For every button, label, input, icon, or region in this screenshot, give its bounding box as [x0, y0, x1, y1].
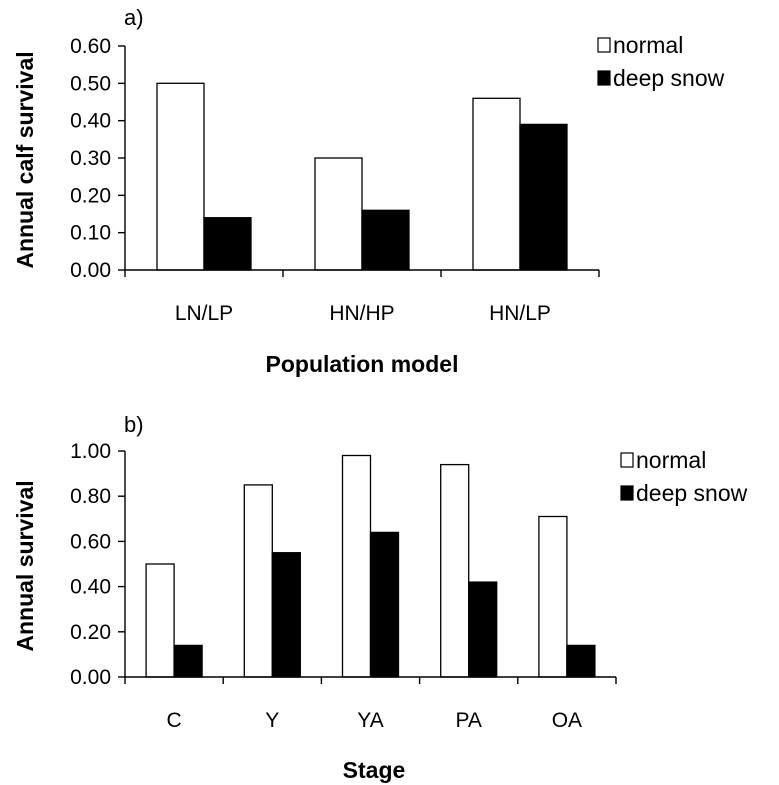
y-tick-label: 0.50: [70, 72, 111, 95]
legend-swatch-normal: [620, 452, 634, 468]
x-tick-label: HN/LP: [489, 302, 551, 325]
legend-label: normal: [613, 32, 683, 58]
y-tick-label: 0.00: [70, 666, 111, 689]
bar-deep-snow-HN-HP: [361, 209, 410, 271]
y-tick-label: 0.10: [70, 222, 111, 245]
panel-label: a): [124, 5, 144, 30]
x-tick-label: Y: [265, 709, 279, 732]
y-tick-label: 1.00: [70, 440, 111, 463]
bar-normal-HN-LP: [472, 97, 521, 271]
bar-normal-Y: [243, 484, 273, 678]
bar-normal-PA: [440, 463, 470, 678]
x-axis-title: Stage: [343, 757, 406, 783]
legend-label: deep snow: [613, 65, 725, 91]
bar-deep-snow-C: [173, 644, 203, 678]
y-tick-label: 0.80: [70, 485, 111, 508]
bar-deep-snow-PA: [468, 581, 498, 678]
bar-deep-snow-LN-LP: [203, 217, 252, 271]
y-tick-label: 0.00: [70, 259, 111, 282]
bar-normal-HN-HP: [314, 157, 363, 271]
x-tick-label: YA: [357, 709, 383, 732]
x-tick-label: PA: [455, 709, 481, 732]
bar-normal-LN-LP: [156, 82, 205, 271]
legend-label: normal: [636, 447, 706, 473]
bar-normal-OA: [538, 515, 568, 678]
y-tick-label: 0.20: [70, 621, 111, 644]
y-axis-title: Annual survival: [12, 480, 38, 651]
y-tick-label: 0.40: [70, 110, 111, 133]
y-tick-label: 0.60: [70, 530, 111, 553]
bar-deep-snow-OA: [566, 644, 596, 678]
x-tick-label: HN/HP: [329, 302, 394, 325]
x-axis-title: Population model: [266, 351, 459, 377]
x-tick-label: LN/LP: [175, 302, 233, 325]
bar-deep-snow-YA: [369, 531, 400, 678]
legend-swatch-normal: [597, 37, 611, 53]
chart-panel-a: a) Annual calf survival Population model…: [12, 5, 725, 377]
y-tick-label: 0.30: [70, 147, 111, 170]
legend-label: deep snow: [636, 480, 748, 506]
x-tick-label: OA: [552, 709, 582, 732]
bar-normal-C: [145, 563, 175, 678]
bar-normal-YA: [341, 454, 372, 678]
legend-swatch-deep-snow: [620, 485, 634, 501]
y-tick-label: 0.60: [70, 35, 111, 58]
y-axis-title: Annual calf survival: [12, 51, 38, 268]
legend-swatch-deep-snow: [597, 70, 611, 86]
panel-label: b): [124, 412, 144, 437]
y-tick-label: 0.40: [70, 576, 111, 599]
bar-deep-snow-Y: [271, 552, 301, 678]
x-tick-label: C: [167, 709, 182, 732]
chart-panel-b: b) Annual survival Stage 0.00 0.20 0.40 0.6…: [12, 412, 748, 783]
bar-deep-snow-HN-LP: [519, 123, 568, 271]
y-tick-label: 0.20: [70, 184, 111, 207]
